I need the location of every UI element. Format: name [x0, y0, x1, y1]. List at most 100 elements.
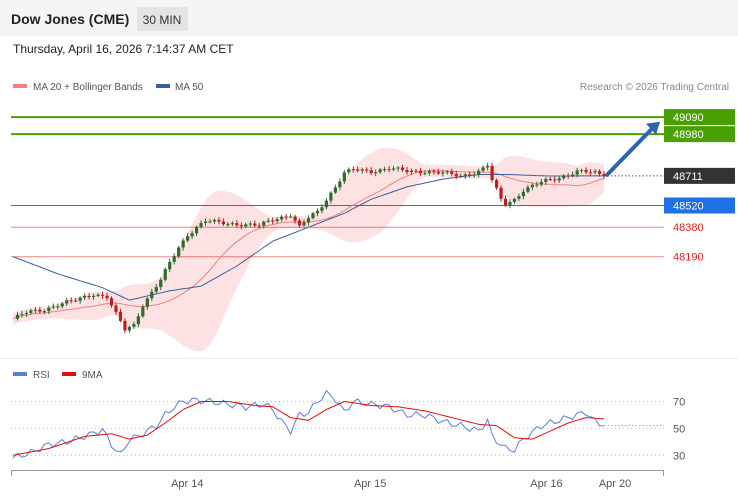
- candle: [445, 170, 449, 175]
- candle: [217, 217, 221, 225]
- candle: [208, 219, 212, 224]
- candle-body: [432, 171, 436, 173]
- projection-arrow-head: [646, 121, 660, 135]
- rsi-tick-30: 30: [673, 450, 685, 462]
- candle: [221, 218, 226, 226]
- candle: [29, 308, 33, 315]
- candle-body: [132, 324, 136, 327]
- candle-body: [517, 196, 521, 199]
- last-price-label: 48711: [673, 171, 703, 183]
- price-levels: [11, 116, 664, 258]
- candle: [597, 169, 602, 177]
- candle: [391, 165, 396, 172]
- candle-body: [374, 172, 378, 174]
- candle-body: [248, 223, 252, 225]
- candle: [414, 168, 418, 173]
- candle: [602, 171, 606, 179]
- candle-body: [230, 223, 234, 225]
- candle: [51, 303, 55, 310]
- rsi-line: [12, 389, 605, 459]
- candle-body: [347, 169, 351, 173]
- resistance-label-box-48980: [664, 126, 735, 143]
- candle-body: [51, 306, 55, 308]
- candle: [69, 297, 73, 304]
- bollinger-bands: [13, 147, 604, 352]
- candle: [190, 230, 194, 240]
- candle: [181, 238, 185, 251]
- candle-body: [141, 306, 145, 317]
- candle-body: [96, 294, 100, 296]
- candle: [262, 220, 266, 229]
- candle: [463, 172, 467, 179]
- candle-body: [468, 174, 472, 176]
- candle-body: [168, 261, 172, 270]
- candle-body: [454, 173, 458, 177]
- candle: [494, 178, 499, 191]
- candle: [369, 167, 373, 176]
- candle-body: [302, 222, 306, 226]
- candle: [288, 213, 293, 219]
- candle-body: [69, 300, 73, 302]
- candle-body: [365, 169, 369, 171]
- candle-body: [293, 216, 297, 221]
- candle-body: [297, 220, 302, 226]
- rsi-legend-label: RSI: [33, 370, 50, 381]
- candle: [535, 181, 539, 188]
- candle-body: [445, 171, 449, 173]
- candle: [297, 218, 302, 228]
- candle-body: [311, 213, 315, 219]
- candle-body: [199, 223, 203, 227]
- candle: [33, 306, 37, 314]
- candle: [593, 168, 597, 175]
- candle-body: [212, 219, 217, 222]
- candle: [436, 168, 440, 175]
- candle: [253, 220, 257, 228]
- candle: [203, 218, 208, 227]
- candle-body: [163, 269, 167, 280]
- candle: [485, 162, 490, 171]
- header-bar: [0, 0, 738, 36]
- candle-body: [20, 314, 24, 316]
- candle: [490, 162, 494, 183]
- candle-body: [400, 167, 405, 171]
- candle-body: [508, 201, 512, 206]
- candle: [427, 169, 431, 176]
- candle-body: [490, 165, 494, 181]
- timeframe-badge[interactable]: [137, 7, 188, 31]
- candle-body: [154, 287, 158, 292]
- candle-body: [38, 309, 42, 312]
- candle: [517, 193, 521, 201]
- candle: [324, 198, 329, 210]
- candle: [60, 302, 64, 309]
- candle: [109, 296, 114, 308]
- candle: [302, 219, 306, 228]
- ma9-legend-swatch: [62, 372, 76, 376]
- candle-body: [436, 171, 440, 174]
- candle-body: [203, 221, 208, 224]
- candle-body: [427, 171, 431, 174]
- candle: [503, 195, 508, 207]
- x-tick-label: Apr 20: [599, 478, 631, 490]
- candle: [472, 171, 476, 178]
- candle: [118, 308, 123, 323]
- candle: [387, 165, 391, 173]
- candle-body: [105, 295, 109, 299]
- candle-body: [441, 172, 445, 174]
- candle: [150, 288, 154, 301]
- candle: [333, 184, 337, 195]
- candle-body: [24, 312, 29, 315]
- candle: [42, 309, 46, 315]
- level-labels: 49090 48980 48520 48380 48190 48711: [664, 109, 735, 264]
- candle-body: [539, 181, 543, 185]
- candle-body: [463, 174, 467, 176]
- candle: [575, 167, 579, 178]
- candle: [374, 169, 378, 177]
- candle-body: [306, 218, 311, 223]
- candle-body: [329, 192, 333, 201]
- bollinger-band-fill: [13, 147, 604, 352]
- x-tick-label: Apr 14: [171, 478, 203, 490]
- candle-body: [566, 175, 570, 177]
- candle: [477, 168, 481, 178]
- support-label-48190: 48190: [673, 252, 704, 264]
- candle-body: [512, 198, 517, 202]
